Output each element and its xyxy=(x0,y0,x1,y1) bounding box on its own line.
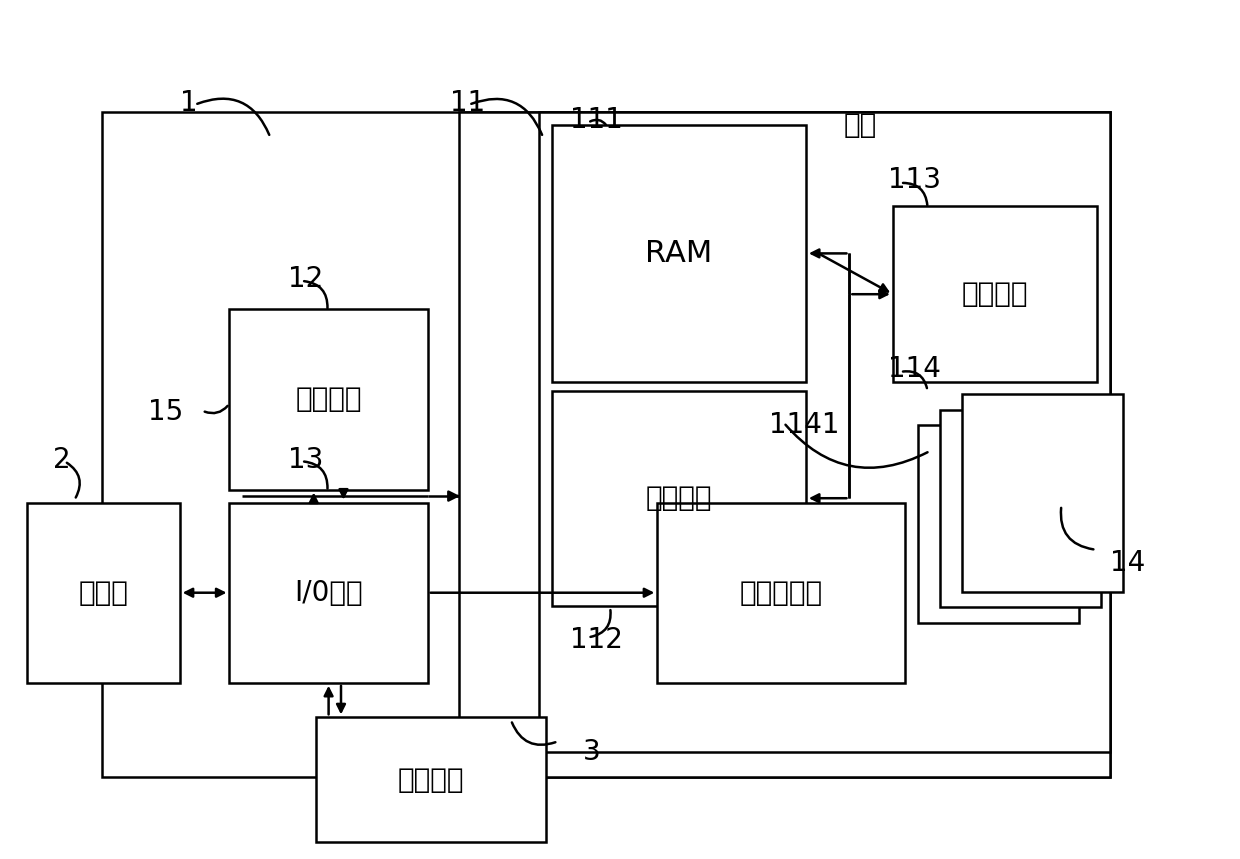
Bar xyxy=(918,425,1079,623)
Text: 2: 2 xyxy=(53,446,71,473)
Text: 1141: 1141 xyxy=(769,411,839,439)
Text: 处理单元: 处理单元 xyxy=(295,386,362,413)
Bar xyxy=(229,503,428,683)
Text: 113: 113 xyxy=(888,167,941,194)
Bar xyxy=(552,125,806,382)
Text: 14: 14 xyxy=(1110,549,1145,576)
Text: 15: 15 xyxy=(149,399,184,426)
Bar xyxy=(27,503,180,683)
Text: 13: 13 xyxy=(288,446,324,473)
Text: 12: 12 xyxy=(288,265,322,293)
Bar xyxy=(962,394,1123,592)
Text: 内存: 内存 xyxy=(843,111,877,138)
Text: 114: 114 xyxy=(888,356,941,383)
Text: 网络适配器: 网络适配器 xyxy=(739,579,823,606)
Text: 111: 111 xyxy=(570,107,624,134)
Bar xyxy=(316,717,546,842)
Bar xyxy=(940,410,1101,607)
Text: 显示器: 显示器 xyxy=(78,579,129,606)
Bar xyxy=(893,206,1097,382)
Text: 11: 11 xyxy=(450,89,485,117)
Text: I/0接口: I/0接口 xyxy=(294,579,363,606)
Bar xyxy=(657,503,905,683)
Bar xyxy=(459,112,1110,777)
Text: 存储系统: 存储系统 xyxy=(962,280,1028,308)
Bar xyxy=(102,112,1110,777)
Text: 112: 112 xyxy=(570,626,624,654)
Bar xyxy=(552,391,806,606)
Bar xyxy=(229,309,428,490)
Text: 外部设备: 外部设备 xyxy=(398,765,464,794)
Text: 高速缓存: 高速缓存 xyxy=(646,484,712,512)
Bar xyxy=(539,112,1110,752)
Text: RAM: RAM xyxy=(645,239,713,268)
Text: 1: 1 xyxy=(180,89,197,117)
Text: 3: 3 xyxy=(583,738,600,765)
